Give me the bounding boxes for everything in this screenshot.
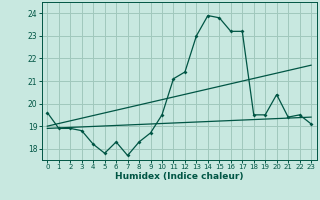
X-axis label: Humidex (Indice chaleur): Humidex (Indice chaleur) xyxy=(115,172,244,181)
